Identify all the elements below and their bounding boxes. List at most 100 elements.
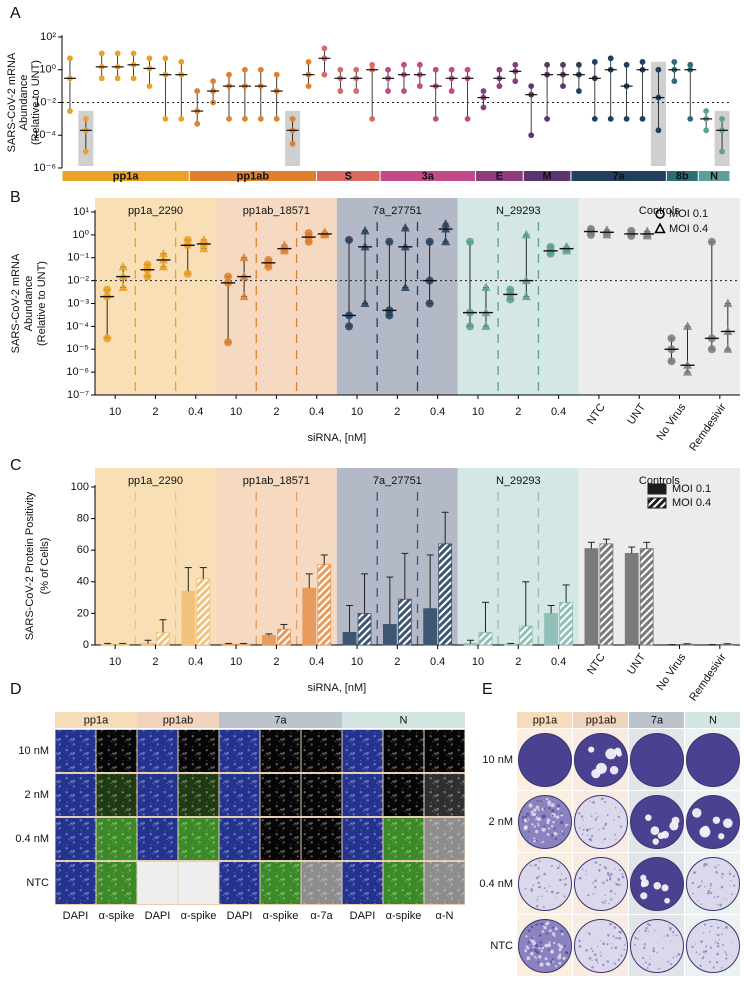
well-texture: [670, 963, 673, 966]
well-texture: [657, 832, 665, 840]
well-texture: [672, 931, 675, 934]
y-tick-label: 10⁻²: [34, 96, 56, 108]
legend-marker: [655, 209, 665, 219]
x-tick-label: 2: [152, 656, 158, 668]
data-point: [607, 55, 614, 62]
group-label: pp1a_2290: [128, 475, 183, 487]
y-tick-label: 10⁻⁵: [66, 343, 89, 355]
data-point: [671, 59, 678, 65]
well-texture: [537, 885, 541, 889]
image-texture: [342, 730, 383, 772]
well-texture: [715, 933, 717, 935]
data-point: [353, 88, 360, 94]
well-texture: [596, 945, 599, 947]
data-point: [667, 357, 676, 366]
image-texture: [260, 818, 301, 860]
x-tick-label: 10: [472, 656, 484, 668]
x-axis-title: siRNA, [nM]: [308, 682, 367, 694]
well-texture: [619, 825, 623, 828]
well-texture: [703, 864, 706, 867]
bar: [196, 578, 211, 646]
data-point: [146, 83, 153, 90]
well-texture: [543, 887, 546, 889]
data-point: [304, 229, 313, 238]
bar: [463, 643, 478, 646]
well-texture: [599, 863, 602, 866]
stain-label: DAPI: [63, 910, 89, 922]
legend-label: MOI 0.4: [669, 223, 708, 235]
data-point: [178, 115, 185, 122]
well-texture: [604, 867, 608, 870]
bar: [141, 643, 155, 646]
data-point: [82, 148, 89, 155]
well-texture: [666, 934, 669, 937]
well-texture: [592, 893, 595, 895]
bar: [236, 643, 251, 646]
well: [630, 733, 684, 787]
data-point: [441, 224, 451, 233]
well-texture: [543, 872, 546, 876]
well-texture: [550, 949, 555, 954]
data-point: [521, 275, 531, 285]
well-texture: [542, 905, 545, 909]
well-texture: [669, 821, 679, 831]
stain-label: α-spike: [181, 910, 217, 922]
data-point: [321, 45, 328, 52]
bar: [382, 624, 397, 646]
well-texture: [552, 820, 555, 824]
well-texture: [709, 891, 713, 895]
y-tick-label: 10²: [40, 31, 56, 43]
data-point: [226, 71, 232, 78]
well-texture: [650, 826, 660, 835]
image-texture: [178, 818, 219, 860]
data-point: [496, 83, 503, 90]
bar: [423, 608, 438, 646]
group-label: 7a: [613, 170, 626, 182]
data-point: [385, 88, 391, 94]
group-bar: [476, 171, 523, 181]
well-texture: [541, 946, 545, 950]
data-point: [360, 298, 370, 307]
image-texture: [260, 730, 301, 772]
x-tick-label: 2: [515, 406, 521, 418]
data-point: [623, 115, 630, 122]
data-point: [465, 237, 474, 246]
well-texture: [537, 881, 540, 884]
column-header: [629, 712, 684, 728]
x-tick-label: 10: [351, 406, 363, 418]
back-layer: [78, 61, 740, 645]
well-texture: [652, 947, 655, 950]
well-texture: [541, 923, 544, 926]
well-texture: [667, 960, 670, 963]
well-texture: [606, 960, 610, 963]
well-texture: [592, 881, 594, 884]
image-texture: [219, 818, 260, 860]
group-label: M: [543, 170, 552, 182]
group-background: [95, 468, 216, 645]
group-label: N_29293: [496, 205, 541, 217]
well-texture: [614, 892, 616, 895]
column-header-label: N: [400, 714, 408, 726]
well-texture: [586, 834, 589, 837]
well-texture: [558, 961, 562, 965]
well-texture: [553, 832, 557, 836]
well-texture: [653, 881, 661, 890]
well-texture: [537, 817, 542, 821]
well-texture: [603, 837, 607, 841]
bar: [624, 552, 639, 646]
well-texture: [542, 840, 545, 843]
data-point: [273, 115, 280, 122]
data-point: [305, 59, 312, 65]
group-background: [95, 198, 216, 395]
x-tick-label: 10: [230, 656, 242, 668]
data-point: [199, 243, 209, 253]
well-texture: [524, 948, 528, 953]
well-texture: [594, 818, 598, 821]
data-point: [199, 234, 209, 244]
well-texture: [535, 905, 539, 908]
well-texture: [534, 863, 538, 867]
data-point: [98, 75, 105, 82]
well-texture: [552, 926, 555, 929]
well-texture: [721, 944, 724, 946]
well-texture: [527, 830, 530, 833]
